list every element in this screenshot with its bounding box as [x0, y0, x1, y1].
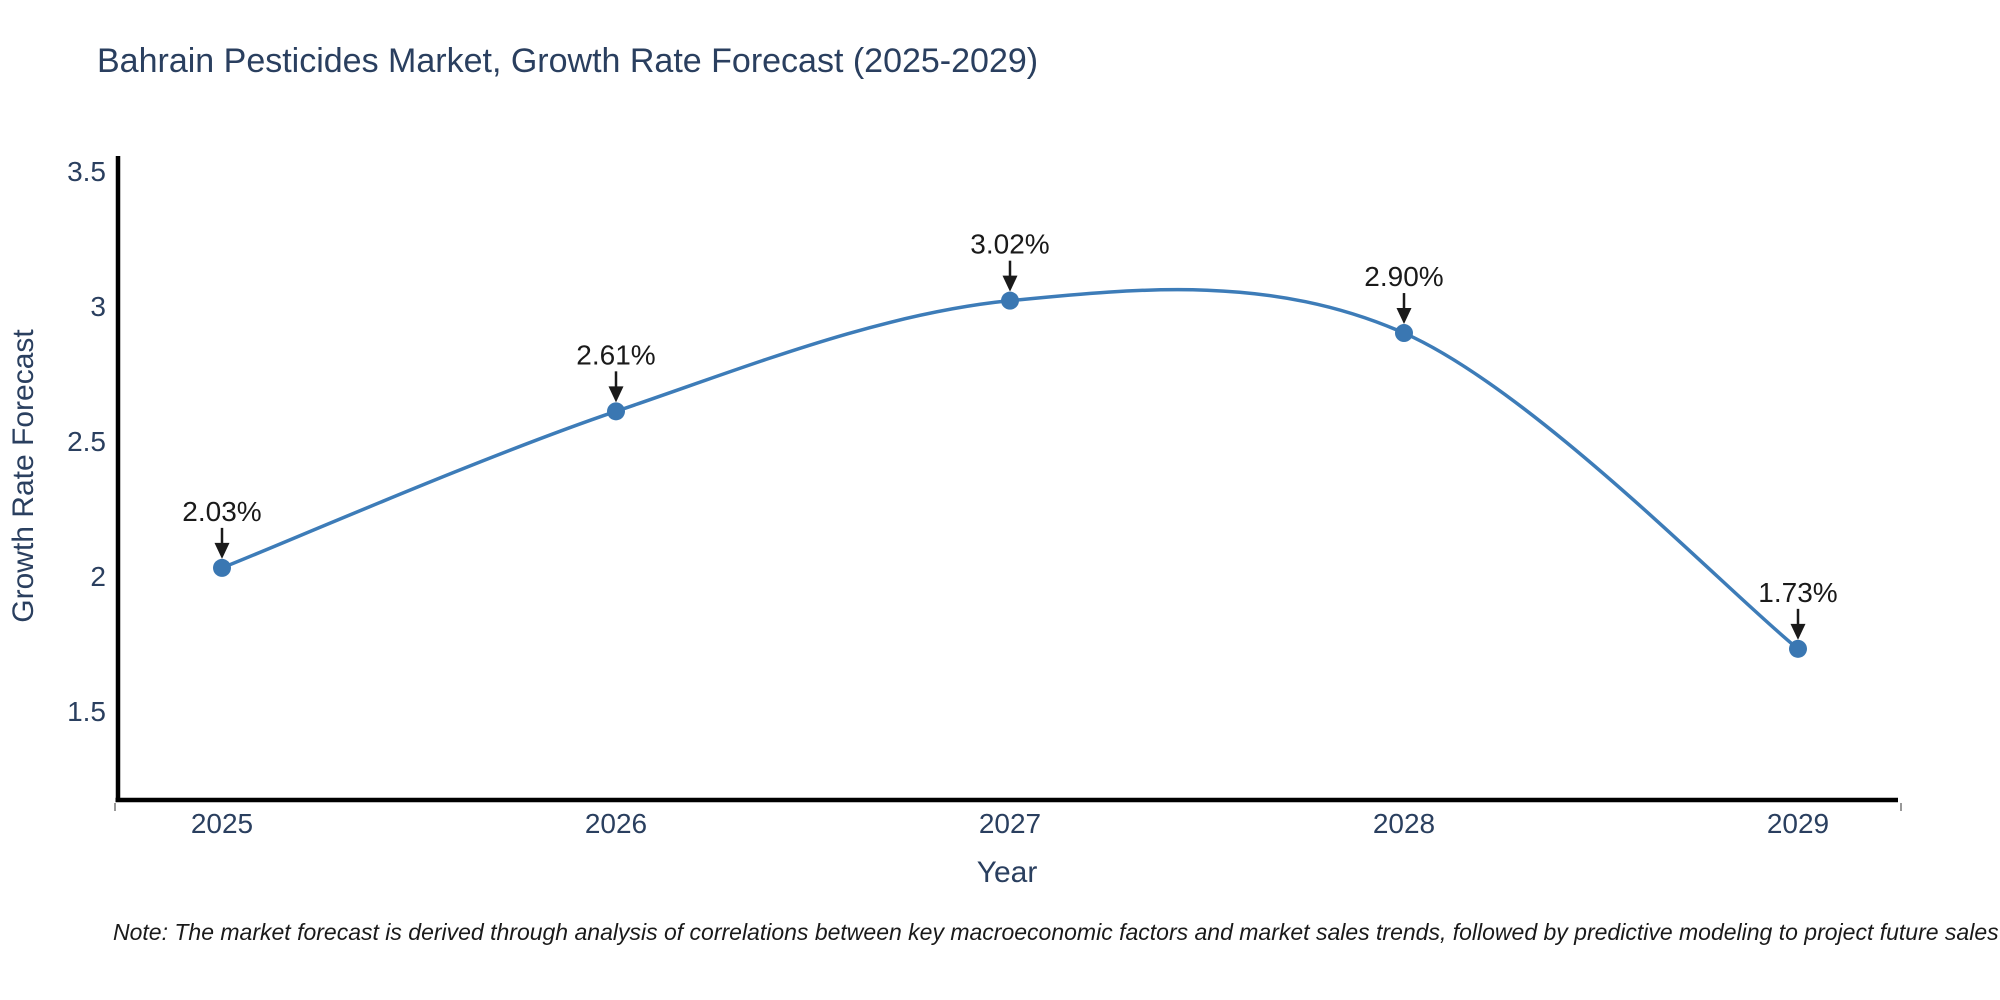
- y-tick-label: 3: [90, 291, 106, 322]
- annotation-label: 2.90%: [1364, 261, 1443, 292]
- annotation-arrowhead-icon: [1790, 623, 1806, 640]
- x-tick-label: 2028: [1373, 808, 1435, 839]
- footnote: Note: The market forecast is derived thr…: [113, 919, 1999, 945]
- x-tick-label: 2029: [1767, 808, 1829, 839]
- data-point-marker[interactable]: [1395, 324, 1413, 343]
- y-tick-label: 2.5: [67, 426, 106, 457]
- annotation-arrowhead-icon: [1396, 308, 1412, 325]
- data-point-marker[interactable]: [1001, 291, 1019, 310]
- annotation-arrowhead-icon: [1002, 275, 1018, 292]
- x-tick-label: 2027: [979, 808, 1041, 839]
- y-tick-label: 1.5: [67, 696, 106, 727]
- annotation-label: 3.02%: [970, 229, 1049, 260]
- annotation-arrowhead-icon: [214, 542, 230, 559]
- annotation-label: 2.03%: [182, 496, 261, 527]
- y-tick-label: 3.5: [67, 156, 106, 187]
- annotation-label: 2.61%: [576, 339, 655, 370]
- x-tick-label: 2025: [191, 808, 253, 839]
- annotation-arrowhead-icon: [608, 386, 624, 403]
- annotation-label: 1.73%: [1758, 577, 1837, 608]
- data-point-marker[interactable]: [607, 402, 625, 421]
- chart-title: Bahrain Pesticides Market, Growth Rate F…: [97, 42, 1039, 80]
- x-tick-label: 2026: [585, 808, 647, 839]
- x-axis-title: Year: [976, 856, 1038, 889]
- data-point-marker[interactable]: [213, 558, 231, 577]
- y-tick-label: 2: [90, 561, 106, 592]
- series-line: [220, 287, 1800, 651]
- data-point-marker[interactable]: [1789, 639, 1807, 658]
